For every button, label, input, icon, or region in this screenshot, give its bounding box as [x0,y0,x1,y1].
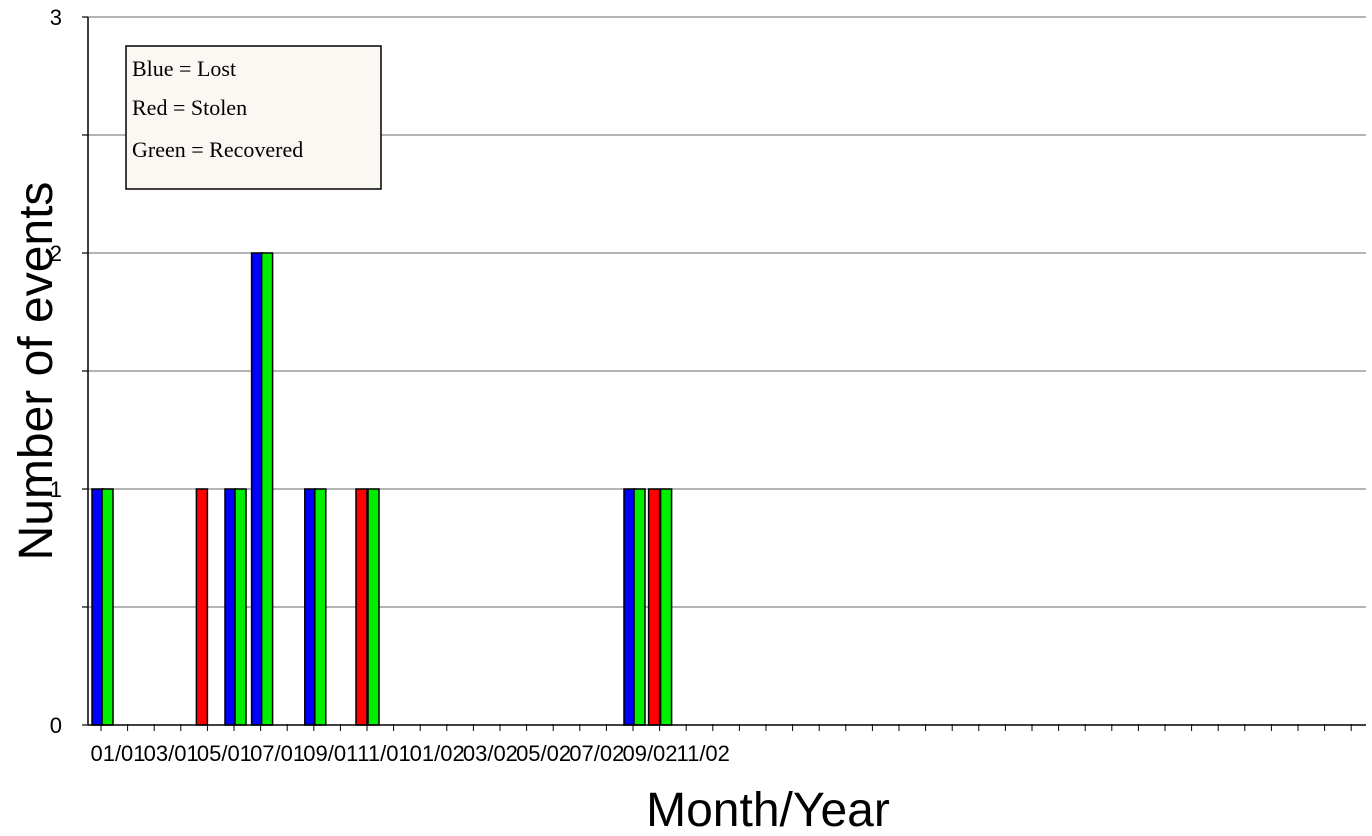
x-tick-label: 07/02 [569,741,624,766]
y-tick-label: 3 [50,5,62,30]
bar-recovered [314,488,327,726]
x-tick-label: 05/02 [516,741,571,766]
x-tick-label: 01/02 [410,741,465,766]
bar-stolen [647,488,661,726]
bar-recovered [101,488,114,726]
y-tick-label: 2 [50,241,62,266]
bar-recovered [234,488,247,726]
bar-recovered [659,488,673,726]
bar-recovered [260,252,274,726]
legend-entry-stolen: Red = Stolen [132,95,247,120]
bar-recovered [367,488,380,726]
y-tick-label: 1 [50,477,62,502]
y-axis: 0 1 2 3 [50,5,89,738]
x-tick-label: 11/02 [676,741,729,766]
bar-stolen [355,488,368,726]
x-tick-label: 09/02 [622,741,677,766]
bar-recovered [633,488,646,726]
legend-entry-lost: Blue = Lost [132,56,236,81]
bar-stolen [195,488,209,726]
y-tick-label: 0 [50,713,62,738]
x-axis: 01/0103/0105/0107/0109/0111/0101/0203/02… [88,724,1366,766]
legend: Blue = Lost Red = Stolen Green = Recover… [125,45,382,190]
legend-box [125,45,382,190]
x-tick-label: 03/02 [463,741,518,766]
x-tick-label: 11/01 [357,741,410,766]
legend-entry-recovered: Green = Recovered [132,137,303,162]
x-axis-title: Month/Year [646,784,890,836]
x-tick-label: 05/01 [197,741,252,766]
x-tick-label: 09/01 [303,741,358,766]
x-tick-label: 01/01 [90,741,145,766]
x-tick-label: 03/01 [144,741,199,766]
x-tick-label: 07/01 [250,741,305,766]
y-axis-title: Number of events [10,182,63,561]
